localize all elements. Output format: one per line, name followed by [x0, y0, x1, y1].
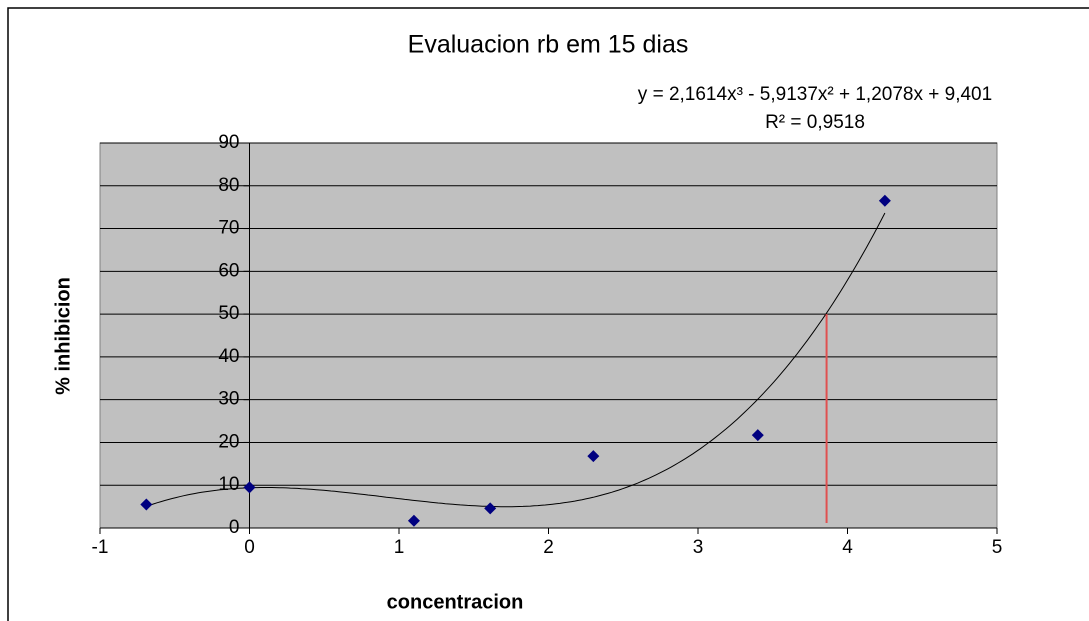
- chart-title: Evaluacion rb em 15 dias: [408, 31, 689, 59]
- y-tick-label: 40: [218, 346, 239, 367]
- y-axis-title: % inhibicion: [52, 277, 74, 395]
- data-point: [484, 502, 497, 515]
- data-point: [407, 514, 420, 527]
- x-tick-label: 5: [992, 537, 1003, 558]
- data-point: [751, 429, 764, 442]
- trendline: [146, 212, 886, 508]
- trend-r2: R² = 0,9518: [765, 112, 865, 133]
- x-tick-label: -1: [92, 537, 109, 558]
- y-tick-label: 50: [218, 303, 239, 324]
- x-tick-label: 2: [543, 537, 554, 558]
- y-tick-label: 30: [218, 389, 239, 410]
- data-point: [878, 194, 891, 207]
- x-tick-label: 1: [394, 537, 405, 558]
- y-tick-label: 70: [218, 218, 239, 239]
- y-tick-label: 80: [218, 175, 239, 196]
- y-tick-label: 90: [218, 132, 239, 153]
- x-tick-label: 0: [244, 537, 255, 558]
- data-point: [140, 498, 153, 511]
- y-tick-label: 60: [218, 260, 239, 281]
- data-point: [243, 481, 256, 494]
- x-axis-title: concentracion: [387, 591, 524, 613]
- data-point: [587, 450, 600, 463]
- y-tick-label: 20: [218, 431, 239, 452]
- trend-equation: y = 2,1614x³ - 5,9137x² + 1,2078x + 9,40…: [638, 84, 992, 105]
- y-tick-label: 10: [218, 474, 239, 495]
- x-tick-label: 3: [693, 537, 704, 558]
- plot-area: [99, 142, 998, 529]
- x-tick-label: 4: [842, 537, 853, 558]
